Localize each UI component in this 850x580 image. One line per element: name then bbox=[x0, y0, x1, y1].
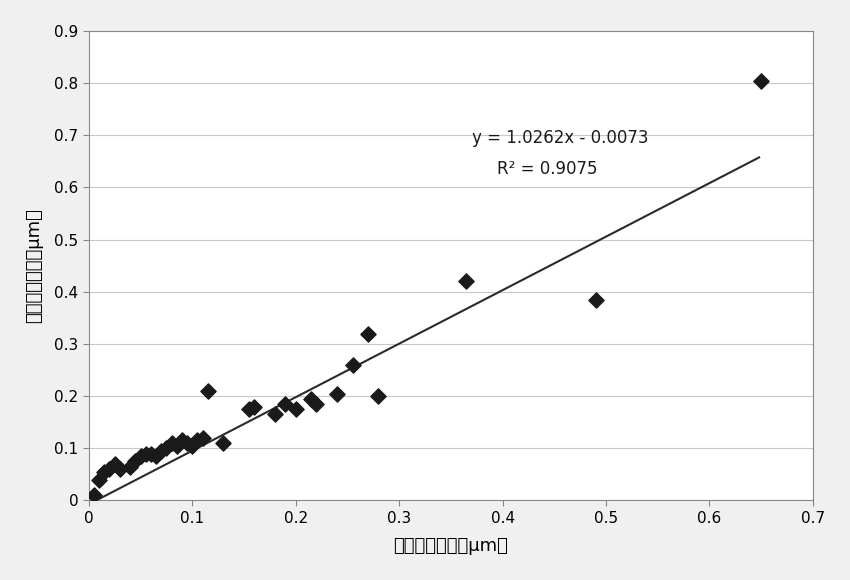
Point bbox=[190, 436, 204, 445]
Point bbox=[371, 392, 385, 401]
Point bbox=[98, 467, 111, 476]
Point bbox=[180, 438, 194, 448]
Point bbox=[269, 409, 282, 419]
Point bbox=[103, 465, 116, 474]
Point bbox=[133, 451, 147, 461]
Point bbox=[175, 436, 189, 445]
Point bbox=[88, 491, 101, 500]
Point bbox=[123, 462, 137, 471]
Point bbox=[170, 441, 184, 450]
Point bbox=[361, 329, 375, 338]
Point bbox=[279, 399, 292, 408]
Point bbox=[346, 360, 360, 369]
Point bbox=[201, 386, 214, 396]
Point bbox=[755, 76, 768, 85]
Point bbox=[165, 438, 178, 448]
Text: R² = 0.9075: R² = 0.9075 bbox=[497, 161, 598, 179]
Point bbox=[150, 451, 163, 461]
Point bbox=[242, 404, 256, 414]
Point bbox=[128, 456, 142, 466]
Point bbox=[247, 402, 261, 411]
Point bbox=[331, 389, 344, 398]
Point bbox=[108, 459, 122, 469]
Point bbox=[460, 277, 473, 286]
Y-axis label: 计算中値半径（μm）: 计算中値半径（μm） bbox=[25, 208, 43, 323]
Point bbox=[139, 449, 152, 458]
Point bbox=[155, 446, 168, 455]
Point bbox=[589, 295, 603, 305]
Point bbox=[309, 399, 323, 408]
Point bbox=[196, 433, 209, 443]
Point bbox=[185, 441, 199, 450]
Point bbox=[113, 465, 127, 474]
Point bbox=[160, 444, 173, 453]
Point bbox=[144, 449, 157, 458]
Point bbox=[289, 404, 303, 414]
Point bbox=[304, 394, 318, 404]
Point bbox=[217, 438, 230, 448]
Text: y = 1.0262x - 0.0073: y = 1.0262x - 0.0073 bbox=[472, 129, 648, 147]
X-axis label: 样品中値半径（μm）: 样品中値半径（μm） bbox=[394, 537, 508, 555]
Point bbox=[93, 475, 106, 484]
